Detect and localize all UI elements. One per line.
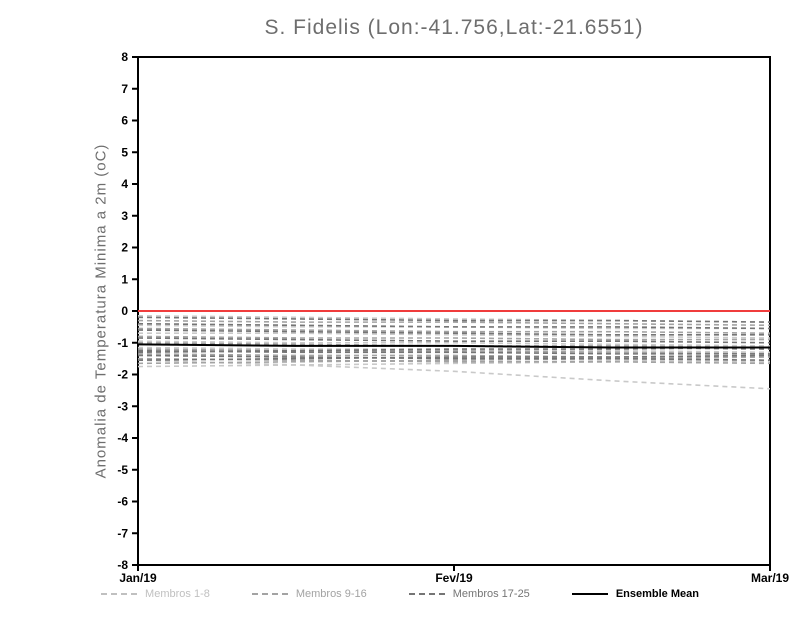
ensemble-member-line bbox=[137, 329, 770, 336]
legend-item-ensemble-mean: Ensemble Mean bbox=[571, 588, 699, 600]
y-tick-label: -7 bbox=[117, 526, 128, 540]
ensemble-member-line bbox=[137, 354, 771, 362]
legend-swatch bbox=[571, 593, 608, 595]
y-tick-label: 8 bbox=[121, 50, 128, 64]
ensemble-member-line bbox=[137, 359, 771, 368]
legend-label: Ensemble Mean bbox=[615, 588, 699, 600]
legend-item-membros-9-16: Membros 9-16 bbox=[251, 588, 367, 600]
ensemble-member-line bbox=[137, 340, 771, 347]
ensemble-member-line bbox=[137, 337, 771, 344]
ensemble-member-line bbox=[137, 349, 770, 355]
ensemble-member-line bbox=[137, 335, 770, 341]
legend-label: Membros 17-25 bbox=[452, 588, 530, 600]
y-tick-label: -6 bbox=[117, 495, 128, 509]
legend-label: Membros 9-16 bbox=[295, 588, 367, 600]
ensemble-member-line bbox=[137, 356, 771, 365]
ensemble-member-line bbox=[138, 332, 771, 339]
y-tick-label: -8 bbox=[117, 558, 128, 572]
y-tick-label: -1 bbox=[117, 336, 128, 350]
legend-swatch bbox=[408, 593, 445, 595]
legend-item-membros-17-25: Membros 17-25 bbox=[408, 588, 530, 600]
y-tick-label: 6 bbox=[121, 114, 128, 128]
y-tick-label: -3 bbox=[117, 399, 128, 413]
chart-title: S. Fidelis (Lon:-41.756,Lat:-21.6551) bbox=[264, 16, 644, 39]
y-tick-label: 0 bbox=[121, 304, 128, 318]
x-tick-label: Fev/19 bbox=[435, 571, 473, 585]
legend-swatch bbox=[251, 593, 288, 595]
ensemble-member-line bbox=[137, 359, 771, 390]
ensemble-member-line bbox=[137, 348, 771, 355]
ensemble-mean-line bbox=[137, 343, 770, 349]
y-tick-label: 5 bbox=[121, 145, 128, 159]
ensemble-member-line bbox=[137, 327, 771, 335]
y-tick-label: 7 bbox=[121, 82, 128, 96]
y-tick-label: 2 bbox=[121, 241, 128, 255]
ensemble-member-line bbox=[137, 322, 771, 330]
ensemble-member-line bbox=[137, 316, 771, 323]
y-tick-label: 1 bbox=[121, 272, 128, 286]
ensemble-member-line bbox=[137, 319, 771, 327]
y-tick-label: -4 bbox=[117, 431, 128, 445]
ensemble-member-line bbox=[137, 354, 771, 362]
y-tick-label: -2 bbox=[117, 368, 128, 382]
x-tick-label: Mar/19 bbox=[751, 571, 789, 585]
ensemble-member-line bbox=[137, 357, 771, 365]
y-tick-label: 4 bbox=[121, 177, 128, 191]
legend-label: Membros 1-8 bbox=[145, 588, 210, 600]
y-tick-label: 3 bbox=[121, 209, 128, 223]
legend-item-membros-1-8: Membros 1-8 bbox=[101, 588, 210, 600]
x-tick-label: Jan/19 bbox=[119, 571, 157, 585]
ensemble-member-line bbox=[137, 346, 771, 354]
chart-legend: Membros 1-8 Membros 9-16 Membros 17-25 E… bbox=[0, 588, 800, 600]
legend-swatch bbox=[101, 593, 138, 595]
y-tick-label: -5 bbox=[117, 463, 128, 477]
